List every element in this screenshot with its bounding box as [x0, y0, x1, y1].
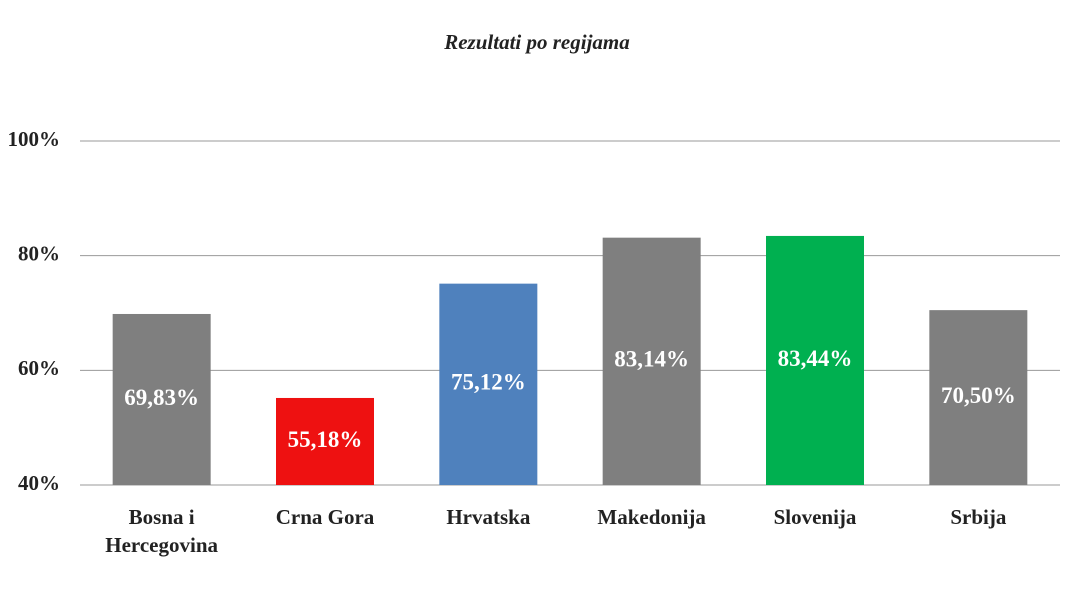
value-label: 55,18% [288, 427, 363, 452]
x-tick-label: Makedonija [597, 505, 706, 529]
y-tick-label: 60% [18, 356, 60, 380]
y-tick-label: 100% [8, 127, 61, 151]
y-tick-label: 40% [18, 471, 60, 495]
value-label: 70,50% [941, 383, 1016, 408]
value-label: 83,44% [778, 346, 853, 371]
bar [112, 313, 211, 485]
y-tick-label: 80% [18, 241, 60, 265]
x-tick-label: Bosna i Hercegovina [105, 505, 219, 557]
bar [766, 235, 864, 485]
value-label: 75,12% [451, 370, 526, 395]
x-tick-label: Hrvatska [446, 505, 531, 529]
bar [929, 310, 1028, 485]
bar [602, 237, 701, 485]
value-label: 69,83% [124, 385, 199, 410]
x-tick-label: Slovenija [773, 505, 857, 529]
value-label: 83,14% [614, 347, 689, 372]
bar [276, 397, 374, 485]
bar [439, 283, 538, 485]
chart-title: Rezultati po regijama [443, 30, 630, 54]
x-tick-label: Crna Gora [275, 505, 375, 529]
x-tick-label: Srbija [950, 505, 1007, 529]
